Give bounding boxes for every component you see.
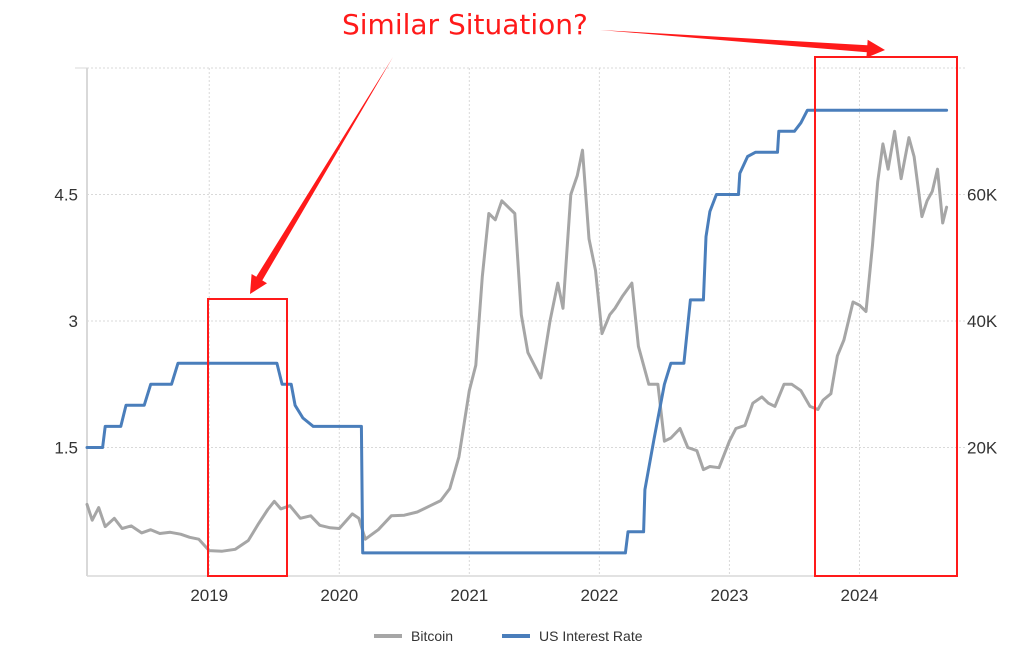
x-tick-label: 2024 [841, 586, 879, 605]
y-left-tick-label: 4.5 [54, 186, 78, 205]
x-tick-label: 2019 [190, 586, 228, 605]
y-left-tick-label: 3 [69, 312, 78, 331]
annotations: Similar Situation? [207, 8, 958, 577]
x-tick-label: 2021 [450, 586, 488, 605]
legend-label-bitcoin: Bitcoin [411, 628, 453, 644]
x-tick-label: 2020 [320, 586, 358, 605]
y-right-tick-label: 60K [967, 186, 998, 205]
series-line-us-interest-rate [85, 108, 949, 555]
arrow-to-2024-box [600, 30, 885, 58]
legend-label-us-interest-rate: US Interest Rate [539, 628, 643, 644]
series-line-bitcoin [85, 129, 949, 553]
x-tick-label: 2022 [580, 586, 618, 605]
arrow-to-2019-box [250, 57, 393, 294]
x-tick-label: 2023 [711, 586, 749, 605]
highlight-box-2024 [814, 56, 958, 577]
legend: Bitcoin US Interest Rate [374, 628, 643, 644]
y-left-tick-label: 1.5 [54, 439, 78, 458]
y-right-tick-label: 40K [967, 312, 998, 331]
y-right-tick-label: 20K [967, 439, 998, 458]
series-lines [85, 108, 949, 555]
highlight-box-2019 [207, 298, 288, 577]
annotation-text: Similar Situation? [342, 8, 588, 41]
axes: 2019 2020 2021 2022 2023 2024 1.5 3 4.5 20K 40K 60K [54, 68, 998, 605]
